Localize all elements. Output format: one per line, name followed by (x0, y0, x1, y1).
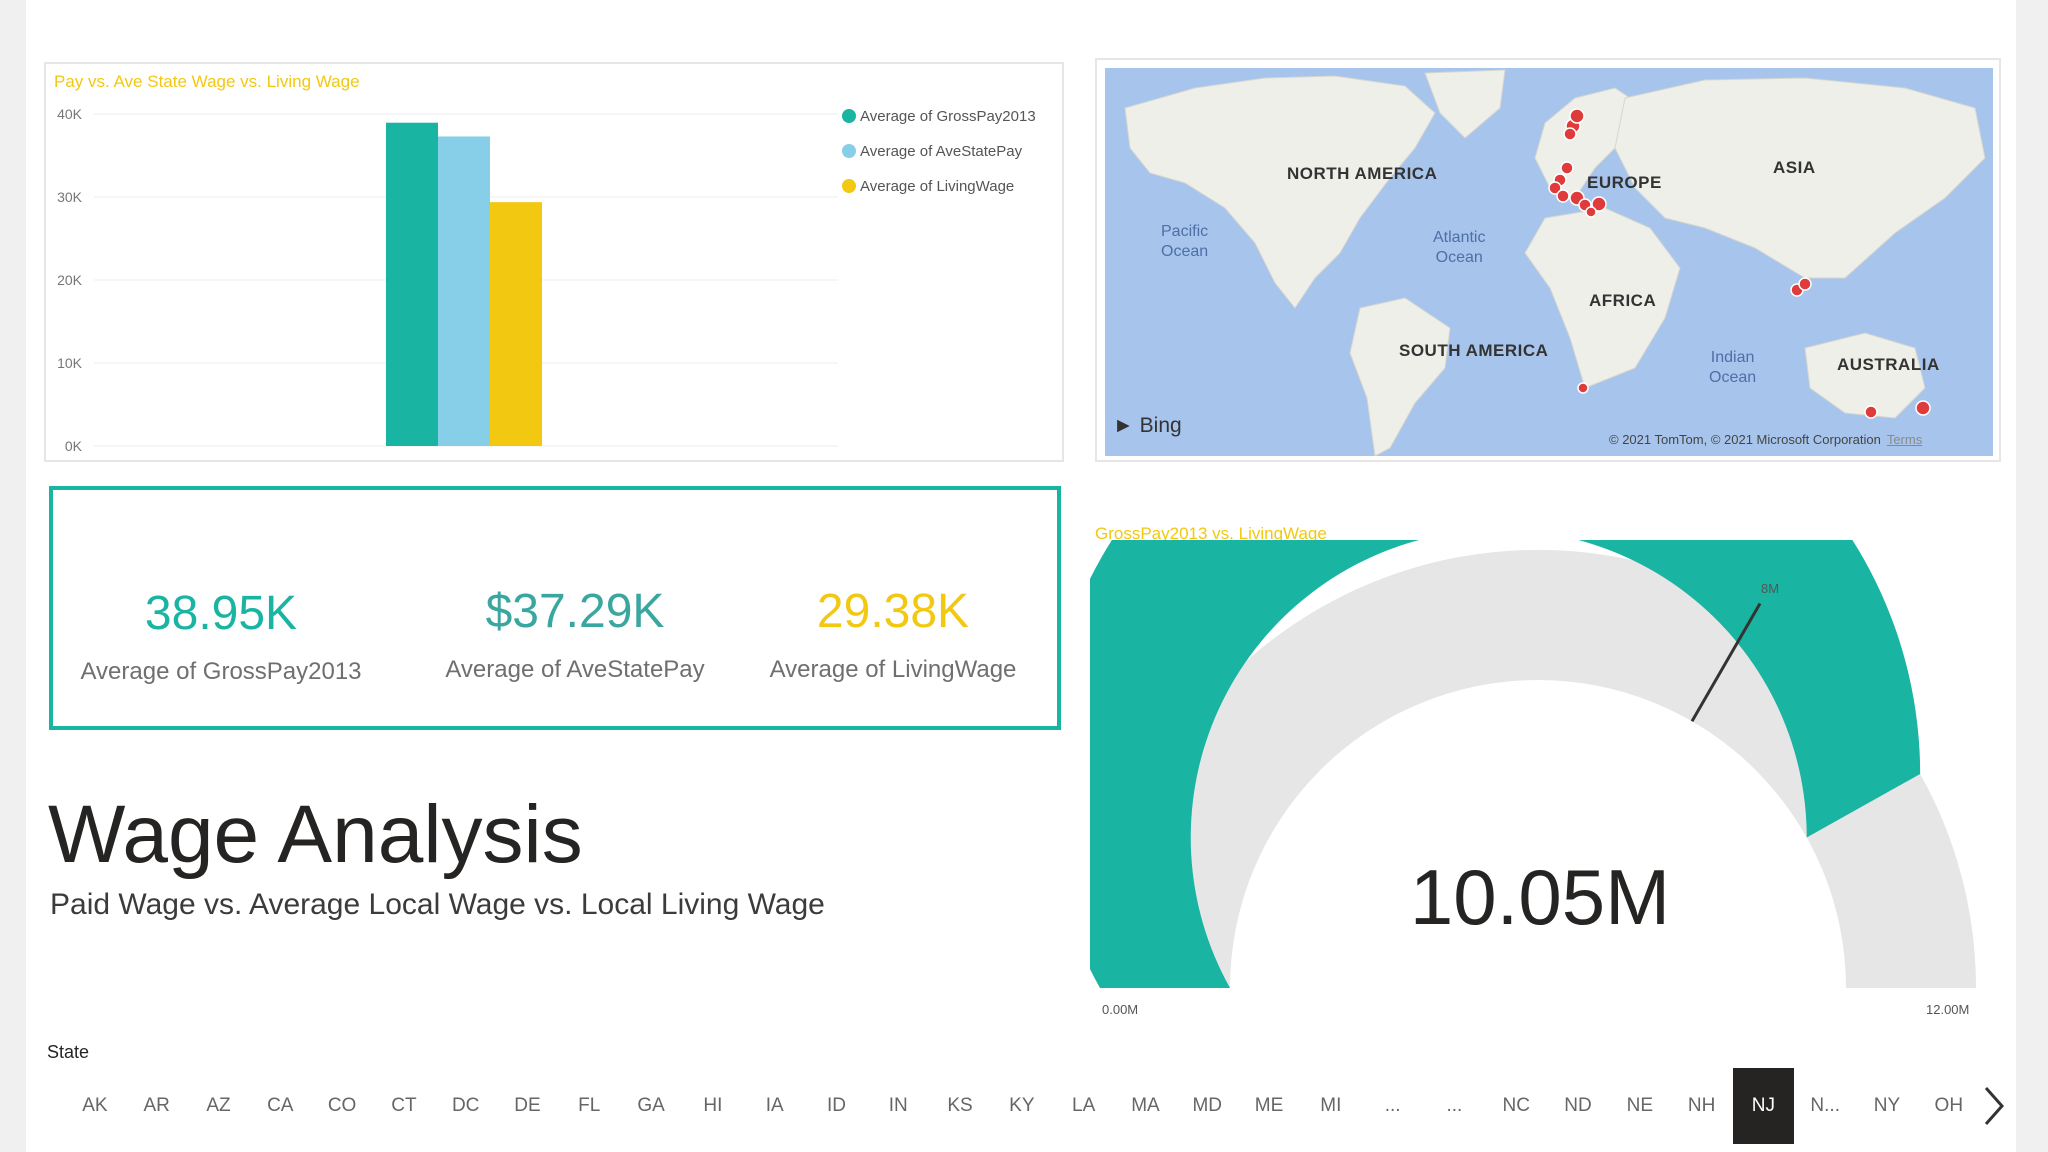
terms-link[interactable]: Terms (1886, 432, 1923, 447)
slicer-item[interactable]: AR (143, 1095, 170, 1116)
gauge-max-label: 12.00M (1926, 1002, 1970, 1017)
slicer-item[interactable]: ME (1254, 1095, 1284, 1116)
slicer-item[interactable]: KS (947, 1095, 973, 1116)
legend-dot-icon (842, 144, 856, 158)
card-label-grosspay: Average of GrossPay2013 (80, 658, 362, 685)
slicer-item[interactable]: KY (1009, 1095, 1035, 1116)
slicer-item[interactable]: GA (637, 1095, 665, 1116)
slicer-item[interactable]: IA (765, 1095, 784, 1116)
label-australia: AUSTRALIA (1837, 355, 1940, 374)
label-indian-ocean: Indian Ocean (1709, 349, 1757, 386)
bing-icon: ► (1113, 414, 1134, 437)
y-tick-label: 40K (57, 106, 83, 122)
slicer-item[interactable]: NE (1626, 1095, 1654, 1116)
slicer-item[interactable]: ID (826, 1095, 846, 1116)
card-label-avestatepay: Average of AveStatePay (445, 656, 705, 683)
slicer-item[interactable]: ... (1384, 1095, 1401, 1116)
gauge-chart[interactable] (1090, 540, 1990, 1020)
bar-chart-title: Pay vs. Ave State Wage vs. Living Wage (54, 72, 360, 91)
map-points[interactable] (1548, 108, 1931, 419)
gauge-title: GrossPay2013 vs. LivingWage (1095, 524, 1327, 543)
gauge-value: 10.05M (1409, 853, 1671, 941)
y-tick-label: 10K (57, 355, 83, 371)
gauge-min-label: 0.00M (1102, 1002, 1139, 1017)
label-pacific-ocean: Pacific Ocean (1161, 223, 1209, 260)
label-south-america: SOUTH AMERICA (1399, 341, 1549, 360)
legend-dot-icon (842, 179, 856, 193)
world-map[interactable] (1105, 68, 1993, 456)
card-label-livingwage: Average of LivingWage (769, 656, 1017, 683)
slicer-item[interactable]: NC (1502, 1095, 1530, 1116)
card-value-grosspay: 38.95K (144, 587, 298, 640)
label-africa: AFRICA (1589, 291, 1657, 310)
slicer-item[interactable]: MI (1320, 1095, 1342, 1116)
slicer-item[interactable]: IN (888, 1095, 908, 1116)
label-asia: ASIA (1773, 158, 1816, 177)
card-value-livingwage: 29.38K (816, 585, 970, 638)
y-tick-label: 0K (65, 438, 83, 454)
slicer-item[interactable]: MA (1131, 1095, 1160, 1116)
legend-item-grosspay[interactable]: Average of GrossPay2013 (842, 108, 1036, 125)
state-slicer[interactable]: AK AR AZ CA CO CT DC DE FL GA HI IA ID IN KS KY LA MA MD ME… (64, 1068, 1980, 1144)
bing-label: Bing (1139, 414, 1182, 437)
bar-chart-visual[interactable]: 0K 10K 20K 30K 40K Pay vs. Ave State Wage vs… (44, 62, 1064, 462)
legend-label: Average of GrossPay2013 (860, 108, 1036, 125)
slicer-item[interactable]: MD (1192, 1095, 1223, 1116)
y-tick-label: 30K (57, 189, 83, 205)
slicer-item[interactable]: AK (82, 1095, 108, 1116)
label-europe: EUROPE (1587, 173, 1662, 192)
slicer-item[interactable]: N... (1810, 1095, 1840, 1116)
slicer-item[interactable]: ... (1446, 1095, 1463, 1116)
page-subtitle: Paid Wage vs. Average Local Wage vs. Loc… (50, 888, 825, 921)
slicer-item[interactable]: OH (1934, 1095, 1964, 1116)
bar-average-of-livingwage[interactable] (490, 202, 542, 446)
slicer-item[interactable]: NY (1873, 1095, 1901, 1116)
label-north-america: NORTH AMERICA (1287, 164, 1438, 183)
bar-average-of-grosspay2013[interactable] (386, 122, 438, 446)
slicer-item[interactable]: AZ (206, 1095, 231, 1116)
slicer-item[interactable]: CO (327, 1095, 357, 1116)
slicer-item[interactable]: CT (391, 1095, 417, 1116)
slicer-item[interactable]: DE (514, 1095, 541, 1116)
legend-item-livingwage[interactable]: Average of LivingWage (842, 178, 1014, 195)
multi-card-visual[interactable]: 38.95K Average of GrossPay2013 $37.29K A… (49, 486, 1061, 730)
label-atlantic-ocean: Atlantic Ocean (1433, 229, 1486, 266)
bing-logo: ► Bing (1113, 414, 1182, 438)
slicer-item[interactable]: LA (1072, 1095, 1096, 1116)
gauge-target-label: 8M (1761, 581, 1780, 597)
slicer-item[interactable]: HI (703, 1095, 723, 1116)
slicer-item[interactable]: ND (1564, 1095, 1592, 1116)
y-tick-label: 20K (57, 272, 83, 288)
map-visual[interactable]: NORTH AMERICA EUROPE ASIA AFRICA SOUTH A… (1095, 58, 2001, 462)
chevron-right-icon[interactable] (1980, 1084, 2008, 1128)
legend-item-avestatepay[interactable]: Average of AveStatePay (842, 143, 1022, 160)
slicer-item[interactable]: NH (1687, 1095, 1716, 1116)
slicer-title: State (47, 1042, 90, 1062)
legend-label: Average of AveStatePay (860, 143, 1023, 160)
legend-label: Average of LivingWage (860, 178, 1015, 195)
bar-average-of-avestatepay[interactable] (438, 136, 490, 447)
slicer-item[interactable]: FL (578, 1095, 601, 1116)
card-value-avestatepay: $37.29K (485, 585, 665, 638)
gauge-target-marker (1690, 602, 1762, 723)
slicer-item[interactable]: CA (267, 1095, 294, 1116)
bar-chart-svg: 0K 10K 20K 30K 40K (57, 106, 838, 454)
slicer-item[interactable]: DC (451, 1095, 480, 1116)
map-copyright: © 2021 TomTom, © 2021 Microsoft Corporat… (1609, 432, 1922, 447)
legend-dot-icon (842, 109, 856, 123)
gauge-fill (1090, 540, 1921, 988)
slicer-item[interactable]: NJ (1732, 1068, 1795, 1144)
page-title: Wage Analysis (48, 789, 583, 880)
copyright-text: © 2021 TomTom, © 2021 Microsoft Corporat… (1609, 432, 1881, 447)
